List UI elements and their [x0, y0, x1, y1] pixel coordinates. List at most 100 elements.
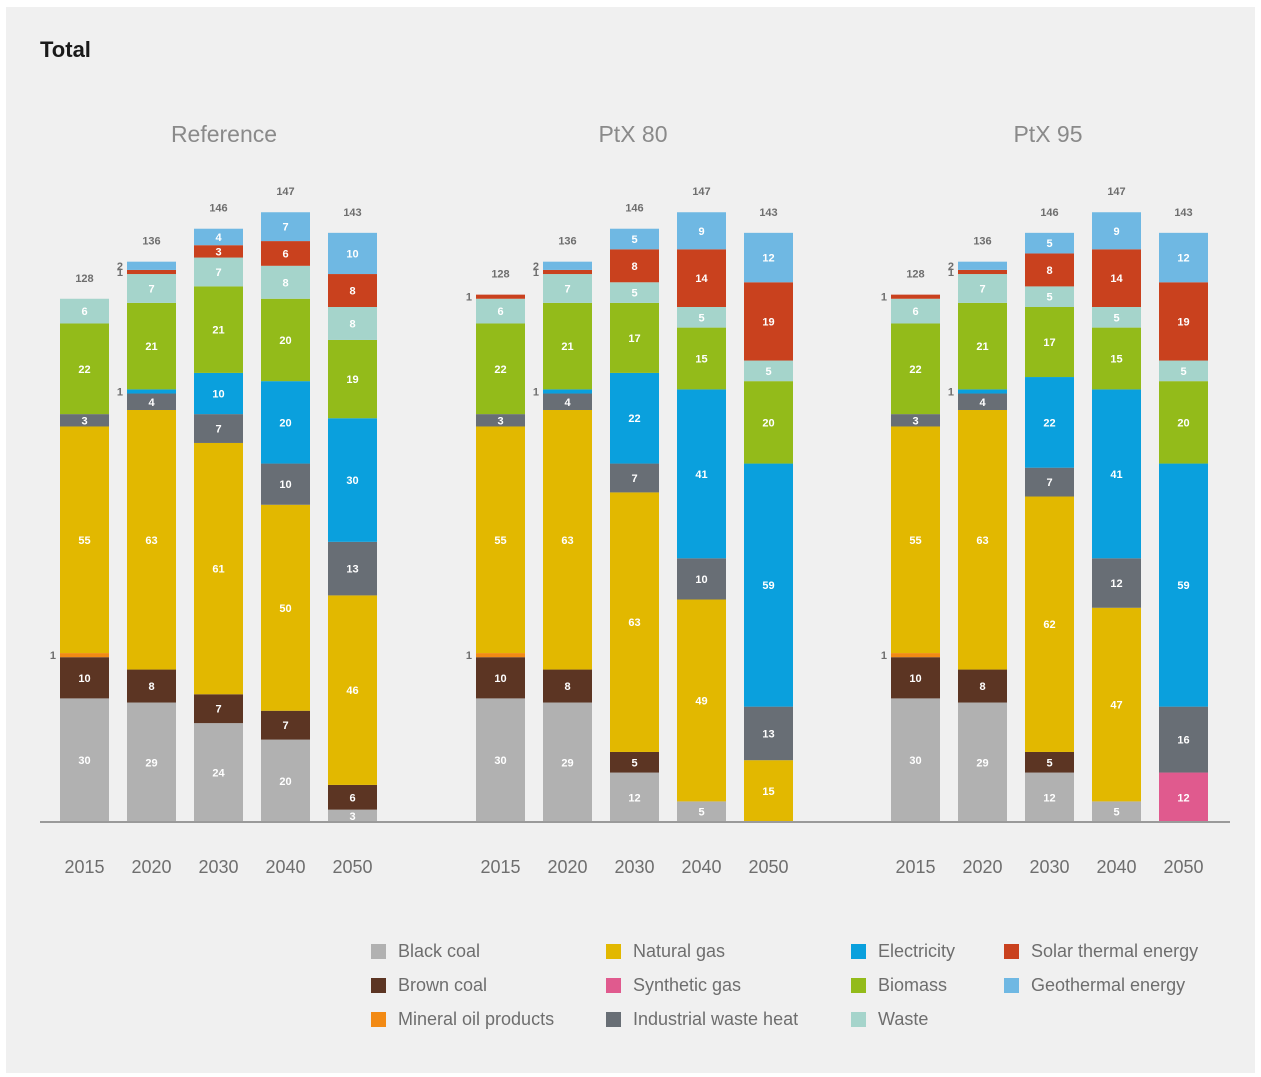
legend-item-geothermal: Geothermal energy	[1004, 974, 1185, 996]
data-label: 46	[346, 685, 358, 697]
bar-segment-industrial_waste_heat	[1159, 706, 1208, 773]
bar-segment-natural_gas	[1092, 607, 1141, 802]
data-label: 12	[1043, 792, 1055, 804]
bar-segment-mineral_oil	[60, 653, 109, 658]
group-title: PtX 95	[1013, 121, 1082, 147]
data-label: 7	[631, 473, 637, 485]
data-label-small: 1	[466, 292, 472, 304]
total-label: 147	[692, 186, 710, 198]
bar-segment-waste	[744, 360, 793, 382]
bar-segment-geothermal	[958, 261, 1007, 270]
bar-segment-brown_coal	[127, 669, 176, 703]
legend-item-synthetic_gas: Synthetic gas	[606, 974, 741, 996]
bar-segment-waste	[891, 298, 940, 324]
bar-segment-geothermal	[610, 228, 659, 250]
bar-segment-geothermal	[744, 232, 793, 283]
bar-segment-industrial_waste_heat	[677, 558, 726, 600]
bar-segment-solar_thermal	[958, 269, 1007, 275]
bar-segment-biomass	[328, 339, 377, 419]
bar-segment-industrial_waste_heat	[261, 463, 310, 505]
data-label: 63	[628, 617, 640, 629]
chart-title: Total	[40, 37, 91, 62]
data-label: 10	[279, 479, 291, 491]
data-label-small: 2	[948, 261, 954, 273]
legend-swatch	[606, 943, 621, 959]
bar-segment-waste	[60, 298, 109, 324]
data-label: 14	[1110, 273, 1123, 285]
data-label: 55	[78, 535, 90, 547]
bar-segment-biomass	[543, 302, 592, 390]
data-label: 8	[349, 318, 355, 330]
data-label: 15	[695, 354, 707, 366]
data-label: 12	[1177, 792, 1189, 804]
data-label: 7	[215, 424, 221, 436]
data-label: 3	[215, 246, 221, 258]
bar-segment-geothermal	[127, 261, 176, 270]
bar-segment-solar_thermal	[261, 241, 310, 266]
bar-segment-industrial_waste_heat	[194, 414, 243, 443]
data-label: 12	[1177, 253, 1189, 265]
legend-label: Mineral oil products	[398, 1008, 555, 1029]
bar-segment-solar_thermal	[328, 274, 377, 307]
data-label: 7	[1046, 477, 1052, 489]
data-label: 7	[215, 267, 221, 279]
data-label: 9	[1113, 226, 1119, 238]
bar-segment-industrial_waste_heat	[328, 541, 377, 596]
bar-segment-black_coal	[127, 702, 176, 822]
bar-segment-solar_thermal	[476, 294, 525, 299]
data-label: 8	[282, 277, 288, 289]
bar-segment-brown_coal	[261, 710, 310, 740]
bar-segment-industrial_waste_heat	[543, 393, 592, 410]
bar-segment-waste	[328, 307, 377, 340]
data-label: 7	[215, 704, 221, 716]
bar-segment-geothermal	[261, 212, 310, 242]
data-label-small: 1	[466, 650, 472, 662]
chart-legend: Black coal Natural gas Electricity Solar th…	[371, 940, 1231, 1040]
bar-segment-brown_coal	[60, 657, 109, 699]
data-label: 29	[976, 757, 988, 769]
bar-segment-solar_thermal	[610, 249, 659, 283]
legend-item-biomass: Biomass	[851, 974, 947, 996]
data-label: 7	[282, 222, 288, 234]
legend-swatch	[1004, 977, 1019, 993]
data-label: 61	[212, 564, 224, 576]
bar-segment-brown_coal	[476, 657, 525, 699]
data-label: 55	[494, 535, 506, 547]
bar-segment-black_coal	[958, 702, 1007, 822]
bar-segment-electricity	[127, 389, 176, 394]
bar-segment-brown_coal	[610, 751, 659, 773]
legend-swatch	[371, 1011, 386, 1027]
data-label: 30	[494, 755, 506, 767]
bar-segment-natural_gas	[328, 595, 377, 785]
legend-item-mineral_oil: Mineral oil products	[371, 1008, 554, 1030]
bar-segment-natural_gas	[261, 504, 310, 711]
bar-segment-natural_gas	[958, 410, 1007, 670]
x-tick-label: 2040	[681, 857, 721, 877]
bar-segment-geothermal	[543, 261, 592, 270]
bar-segment-solar_thermal	[744, 282, 793, 361]
bar-segment-geothermal	[1092, 212, 1141, 250]
bar-segment-electricity	[1159, 463, 1208, 707]
bar-segment-natural_gas	[610, 492, 659, 752]
legend-item-brown_coal: Brown coal	[371, 974, 487, 996]
data-label: 8	[631, 261, 637, 273]
x-tick-label: 2040	[265, 857, 305, 877]
legend-item-waste: Waste	[851, 1008, 928, 1030]
data-label: 4	[148, 397, 155, 409]
legend-label: Electricity	[878, 940, 956, 961]
bar-segment-industrial_waste_heat	[1025, 467, 1074, 497]
data-label: 19	[1177, 316, 1189, 328]
total-label: 136	[973, 236, 991, 248]
data-label: 29	[145, 757, 157, 769]
bar-segment-black_coal	[261, 739, 310, 822]
bar-segment-solar_thermal	[1092, 249, 1141, 307]
data-label: 5	[698, 312, 704, 324]
legend-label: Brown coal	[398, 974, 488, 995]
x-tick-label: 2050	[332, 857, 372, 877]
bar-segment-geothermal	[328, 232, 377, 275]
bar-segment-brown_coal	[1025, 751, 1074, 773]
bar-segment-brown_coal	[958, 669, 1007, 703]
bar-segment-black_coal	[476, 698, 525, 822]
bar-segment-biomass	[60, 323, 109, 415]
legend-swatch	[851, 1011, 866, 1027]
